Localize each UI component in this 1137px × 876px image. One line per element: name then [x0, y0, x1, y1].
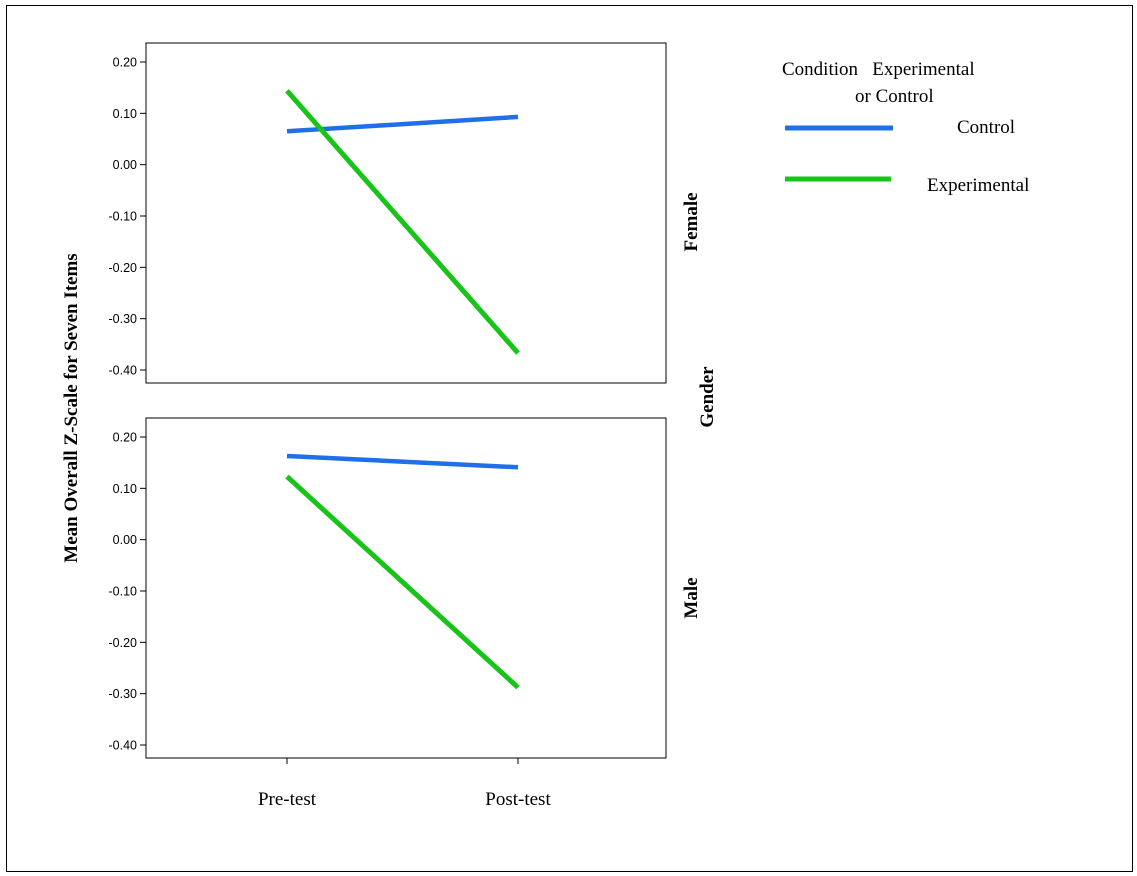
series-line-male-control — [286, 453, 519, 470]
x-tick-label-post-test: Post-test — [485, 789, 551, 810]
y-tick-label-female-0: 0.20 — [113, 56, 137, 70]
row-facet-title: Gender — [697, 366, 718, 428]
y-tick-label-female-1: 0.10 — [113, 107, 137, 121]
y-tick-label-male-4: -0.20 — [109, 636, 138, 650]
legend-label-experimental: Experimental — [927, 175, 1029, 196]
y-tick-label-male-1: 0.10 — [113, 482, 137, 496]
y-tick-label-male-3: -0.10 — [109, 585, 138, 599]
legend-title-line1: Condition Experimental — [782, 59, 975, 80]
x-tick-label-pre-test: Pre-test — [258, 789, 317, 810]
y-tick-label-male-0: 0.20 — [113, 431, 137, 445]
y-tick-label-female-5: -0.30 — [109, 312, 138, 326]
y-tick-label-female-2: 0.00 — [113, 158, 137, 172]
legend-label-control: Control — [957, 117, 1015, 138]
y-tick-label-male-6: -0.40 — [109, 739, 138, 753]
facet-label-female: Female — [681, 192, 702, 251]
series-line-female-experimental — [285, 89, 520, 355]
legend: Condition Experimental or Control Contro… — [782, 59, 1029, 196]
y-tick-label-male-2: 0.00 — [113, 533, 137, 547]
legend-title-line2: or Control — [855, 86, 934, 107]
y-axis-title: Mean Overall Z-Scale for Seven Items — [61, 253, 82, 562]
chart-frame — [6, 5, 1133, 872]
y-tick-label-female-4: -0.20 — [109, 261, 138, 275]
series-line-female-control — [286, 114, 519, 134]
series-line-male-experimental — [285, 474, 520, 690]
plot-panel-female — [145, 42, 667, 384]
y-tick-label-female-6: -0.40 — [109, 364, 138, 378]
y-tick-label-male-5: -0.30 — [109, 687, 138, 701]
y-tick-label-female-3: -0.10 — [109, 210, 138, 224]
facet-label-male: Male — [681, 577, 702, 618]
plot-panel-male — [145, 417, 667, 759]
